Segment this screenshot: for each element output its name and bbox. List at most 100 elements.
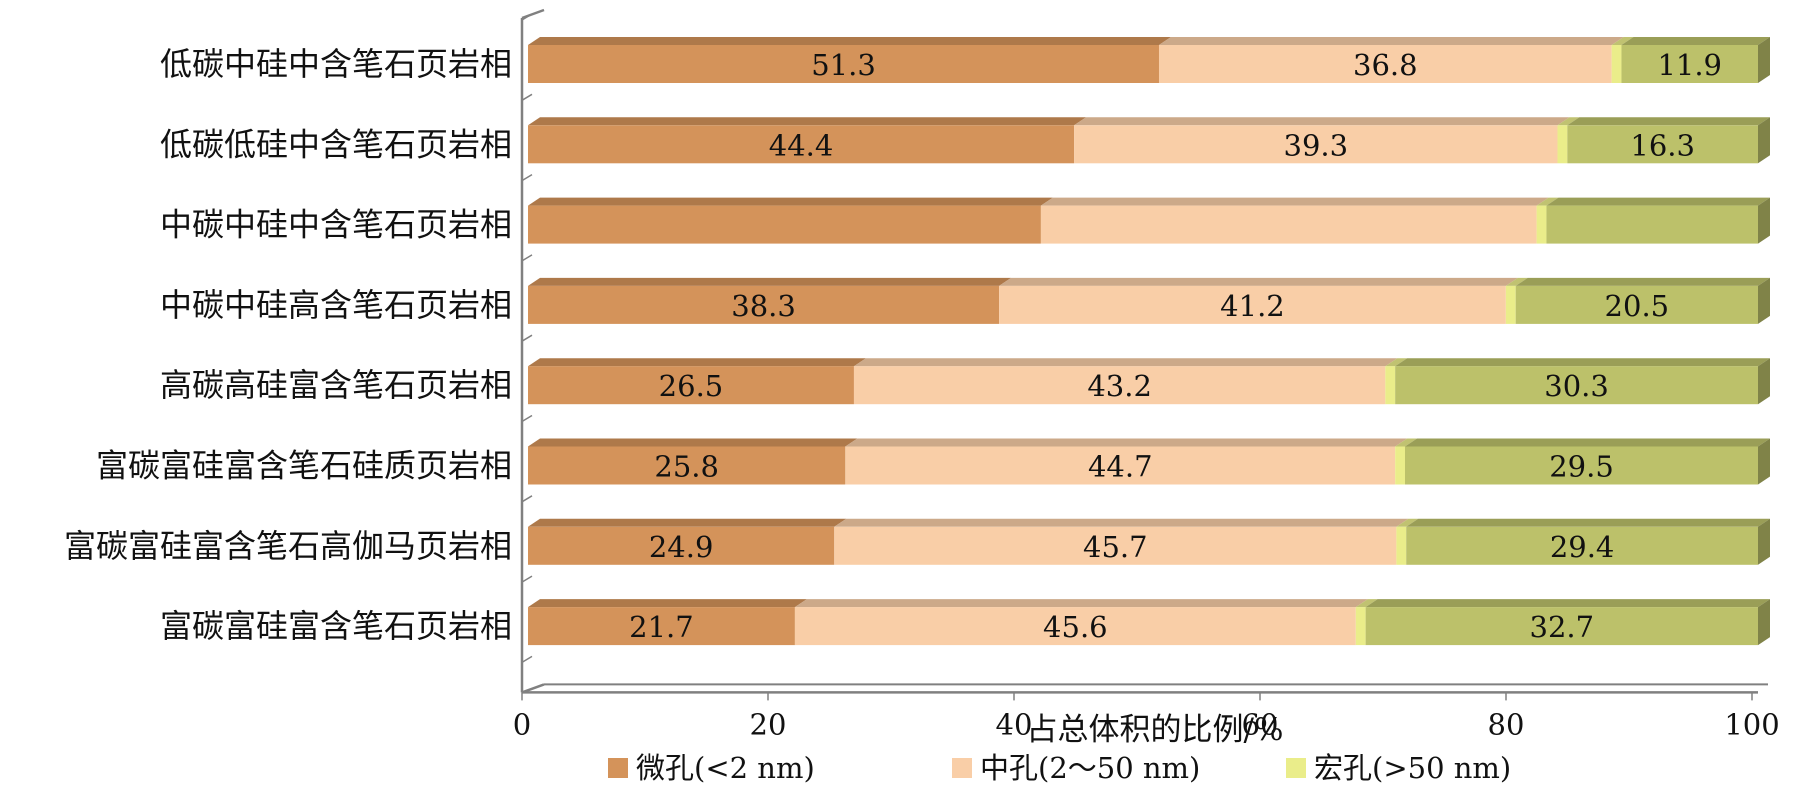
- bar-segment: [1158, 37, 1624, 83]
- bar-top-face: [794, 599, 1368, 608]
- bar-top-face: [1557, 117, 1580, 126]
- category-label: 富碳富硅富含笔石硅质页岩相: [96, 447, 512, 485]
- data-label: 41.2: [1220, 289, 1285, 323]
- bar-top-face: [1611, 37, 1634, 45]
- y-tick-mark: [521, 93, 533, 101]
- bar-front-face: [1505, 285, 1516, 324]
- bar-segment: [1406, 518, 1770, 565]
- bar-segment: [528, 599, 807, 646]
- data-label: 24.9: [649, 530, 714, 564]
- bar-front-face: [1396, 526, 1407, 565]
- bar-top-face: [1395, 438, 1417, 447]
- bar-end-face: [1758, 117, 1770, 164]
- bar-segment: [834, 518, 1409, 565]
- bar-front-face: [1355, 607, 1366, 646]
- bar-front-face: [1536, 205, 1547, 244]
- bar-top-face: [834, 518, 1409, 527]
- bar-front-face: [528, 205, 1041, 244]
- bar-front-face: [528, 285, 1000, 324]
- bar-front-face: [1385, 366, 1396, 405]
- data-label: 45.7: [1083, 530, 1148, 564]
- bar-segment: [1040, 197, 1549, 244]
- bar-top-face: [1406, 518, 1770, 527]
- legend-item: 微孔(<2 nm): [608, 751, 815, 785]
- bar-front-face: [528, 366, 854, 405]
- bar-segment: [1396, 518, 1419, 565]
- bar-front-face: [1546, 205, 1758, 244]
- bar-top-face: [528, 277, 1012, 286]
- y-tick-mark: [521, 495, 533, 503]
- bar-segment: [853, 358, 1398, 405]
- bar-top-face: [1355, 599, 1378, 608]
- bar-top-face: [1404, 438, 1770, 447]
- bar-top-face: [1546, 197, 1770, 206]
- x-tick-label: 80: [1488, 707, 1525, 741]
- bar-end-face: [1758, 37, 1770, 83]
- bar-top-face: [1040, 197, 1549, 206]
- data-label: 44.4: [769, 128, 834, 162]
- y-tick-mark: [521, 655, 533, 664]
- data-label: 38.3: [731, 289, 796, 323]
- x-tick-label: 20: [750, 707, 787, 741]
- bar-front-face: [1621, 45, 1758, 83]
- bar-top-face: [528, 518, 847, 527]
- bar-front-face: [845, 446, 1396, 485]
- bar-segment: [1365, 599, 1770, 646]
- bar-front-face: [1074, 125, 1558, 164]
- x-tick-label: 40: [996, 707, 1033, 741]
- bar-front-face: [1395, 446, 1405, 485]
- bar-front-face: [528, 446, 846, 485]
- category-label: 高碳高硅富含笔石页岩相: [160, 366, 512, 404]
- bar-top-face: [1515, 277, 1770, 286]
- bar-top-face: [1396, 518, 1419, 527]
- bar-top-face: [1365, 599, 1770, 608]
- bars: 51.3 36.8 11.9 44.4 39.3 16.3 38.3 41.2 20.5 26.5…: [528, 37, 1770, 646]
- data-label: 26.5: [659, 369, 724, 403]
- category-label: 低碳中硅中含笔石页岩相: [160, 45, 512, 83]
- axis-corner-depth: [521, 683, 545, 694]
- bar-end-face: [1758, 599, 1770, 646]
- x-axis-title: 占总体积的比例/%: [1027, 712, 1284, 748]
- data-label: 29.5: [1549, 450, 1614, 484]
- bar-top-face: [1385, 358, 1408, 367]
- legend-swatch: [1286, 758, 1306, 778]
- bar-segment: [1395, 438, 1417, 485]
- bar-segment: [1404, 438, 1770, 485]
- bar-top-face: [1536, 197, 1559, 206]
- bar-front-face: [1040, 205, 1537, 244]
- bar-front-face: [528, 125, 1075, 164]
- bar-top-face: [528, 37, 1171, 45]
- bar-front-face: [1395, 366, 1758, 405]
- bar-end-face: [1758, 277, 1770, 324]
- bar-top-face: [528, 599, 807, 608]
- y-tick-mark: [521, 13, 533, 21]
- category-label: 中碳中硅高含笔石页岩相: [160, 286, 512, 324]
- x-tick-label: 0: [513, 707, 531, 741]
- bar-segment: [528, 37, 1171, 83]
- y-axis-top-depth: [521, 8, 545, 20]
- bar-front-face: [1158, 45, 1612, 83]
- y-tick-mark: [521, 575, 533, 583]
- bar-end-face: [1758, 197, 1770, 244]
- legend-label: 微孔(<2 nm): [636, 751, 815, 785]
- category-label: 低碳低硅中含笔石页岩相: [160, 125, 512, 163]
- bar-top-face: [999, 277, 1518, 286]
- bar-segment: [528, 197, 1053, 244]
- y-tick-mark: [521, 414, 533, 423]
- bar-top-face: [853, 358, 1398, 367]
- bar-segment: [999, 277, 1518, 324]
- bar-segment: [528, 117, 1087, 164]
- bar-top-face: [1567, 117, 1770, 126]
- bar-front-face: [1567, 125, 1758, 164]
- bar-segment: [1395, 358, 1770, 405]
- data-label: 43.2: [1087, 369, 1152, 403]
- bar-segment: [528, 277, 1012, 324]
- data-label: 21.7: [629, 610, 694, 644]
- data-label: 39.3: [1284, 128, 1349, 162]
- bar-segment: [845, 438, 1408, 485]
- bar-front-face: [1404, 446, 1758, 485]
- legend-swatch: [608, 758, 628, 778]
- bar-front-face: [1406, 526, 1758, 565]
